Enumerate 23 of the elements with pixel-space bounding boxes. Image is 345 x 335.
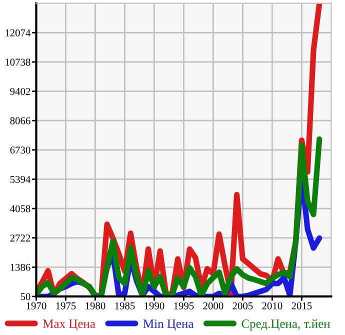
y-tick-label: 50 [20,293,30,300]
y-tick-label: 5394 [10,176,31,183]
y-tick-label: 2722 [10,234,30,242]
x-tick-label: 1990 [144,302,164,310]
y-tick-label: 6730 [10,146,30,154]
x-tick-label: 1980 [86,302,106,310]
y-tick-label: 10738 [6,58,30,66]
x-tick-label: 2000 [203,302,224,310]
y-tick-label: 1386 [10,264,30,271]
y-tick-label: 12074 [6,29,31,36]
x-tick-label: 2005 [232,302,253,310]
legend-label: Max Цена [42,320,96,330]
x-tick-label: 2010 [262,302,282,310]
legend-label: Сред.Цена, т.йен [242,319,330,330]
x-tick-label: 1970 [26,302,46,310]
y-tick-label: 8066 [10,117,30,124]
y-tick-label: 9402 [10,88,30,96]
x-tick-label: 2015 [292,302,312,310]
x-tick-label: 1985 [115,302,135,310]
x-tick-label: 1975 [56,302,76,310]
x-tick-label: 1995 [174,302,194,310]
legend-label: Min Цена [143,320,194,330]
y-tick-label: 4058 [10,205,30,212]
